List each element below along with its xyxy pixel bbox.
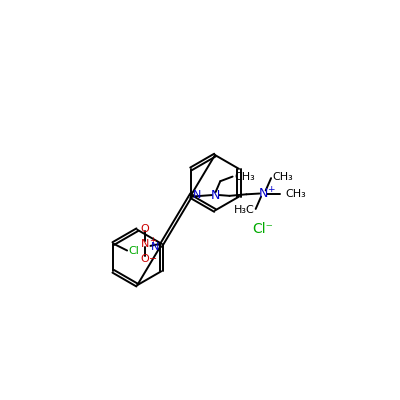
Text: O: O [141,224,150,234]
Text: N: N [259,187,268,200]
Text: O: O [140,254,149,264]
Text: CH₃: CH₃ [273,172,293,182]
Text: −: − [149,254,157,264]
Text: N: N [193,190,202,200]
Text: +: + [149,236,156,245]
Text: Cl: Cl [129,246,140,256]
Text: N: N [151,242,159,252]
Text: N: N [211,188,220,202]
Text: H₃C: H₃C [233,206,254,216]
Text: N: N [141,238,149,248]
Text: CH₃: CH₃ [234,172,255,182]
Text: Cl⁻: Cl⁻ [252,222,273,236]
Text: CH₃: CH₃ [285,188,306,198]
Text: +: + [267,185,275,194]
